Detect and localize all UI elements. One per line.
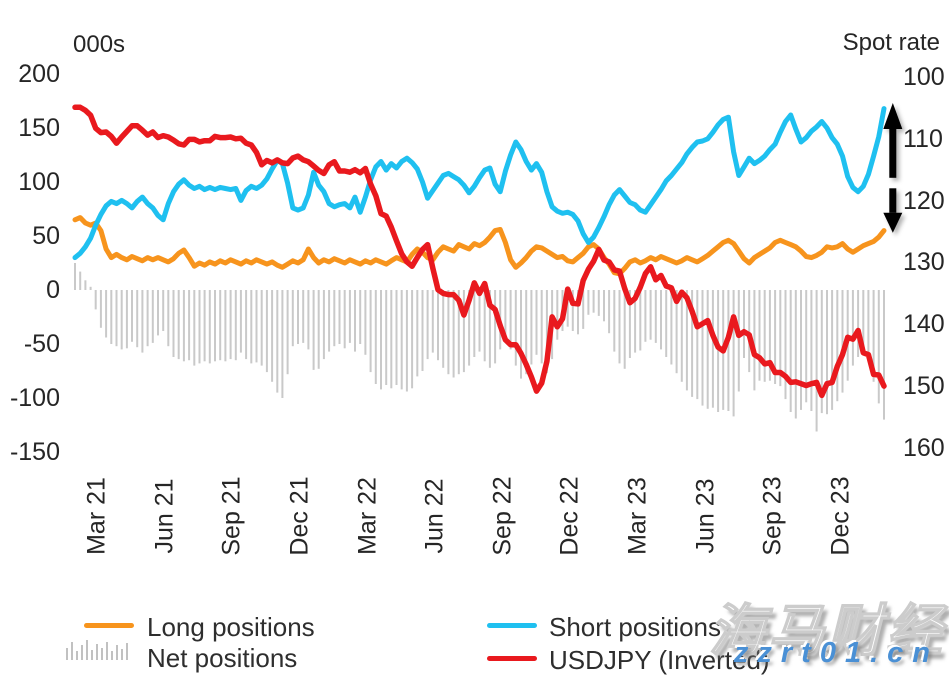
left-tick-label: 0 bbox=[46, 276, 60, 304]
usdjpy-swatch bbox=[487, 656, 537, 661]
left-tick-label: 200 bbox=[18, 60, 60, 88]
left-tick-label: -100 bbox=[9, 384, 60, 412]
legend-usdjpy-label: USDJPY (Inverted) bbox=[549, 645, 770, 675]
right-tick-label: 120 bbox=[903, 186, 945, 215]
legend-short-label: Short positions bbox=[549, 612, 721, 642]
net-positions-swatch bbox=[66, 640, 128, 660]
right-axis-title: Spot rate bbox=[842, 29, 940, 56]
double-arrow-annotation bbox=[883, 103, 903, 233]
short-positions-line bbox=[72, 106, 887, 261]
right-tick-label: 110 bbox=[903, 124, 943, 153]
left-tick-label: -50 bbox=[23, 330, 60, 358]
watermark-site: zzrt01.cn bbox=[733, 637, 939, 669]
right-tick-label: 130 bbox=[903, 248, 945, 277]
left-tick-label: 100 bbox=[18, 168, 60, 196]
legend-net-label: Net positions bbox=[147, 643, 298, 673]
left-axis-title: 000s bbox=[73, 31, 126, 58]
right-tick-label: 100 bbox=[903, 63, 945, 91]
right-tick-label: 150 bbox=[903, 372, 945, 401]
legend-long-label: Long positions bbox=[147, 612, 315, 642]
long-positions-swatch bbox=[84, 623, 134, 628]
usdjpy-line bbox=[72, 104, 887, 399]
left-tick-label: 150 bbox=[18, 114, 60, 142]
left-tick-label: 50 bbox=[32, 222, 60, 250]
watermark-brand: 海马财经 bbox=[708, 598, 945, 663]
right-tick-label: 160 bbox=[903, 433, 945, 462]
short-positions-swatch bbox=[487, 623, 537, 628]
left-tick-label: -150 bbox=[9, 438, 60, 466]
right-tick-label: 140 bbox=[903, 310, 945, 339]
net-positions-bars bbox=[74, 263, 885, 432]
long-positions-line bbox=[72, 215, 887, 277]
